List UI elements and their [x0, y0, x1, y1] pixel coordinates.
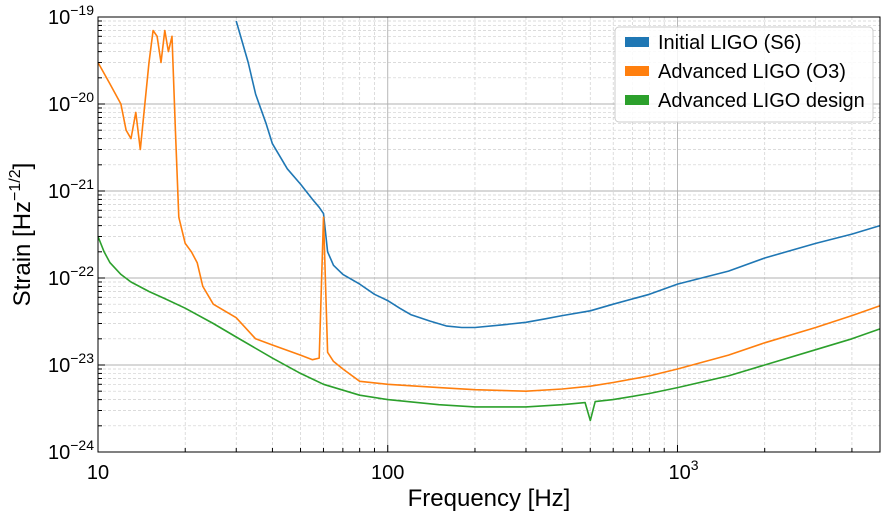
series-line-advanced-ligo-o3 — [97, 29, 881, 393]
tick-marks — [97, 16, 881, 453]
legend: Initial LIGO (S6) Advanced LIGO (O3) Adv… — [614, 26, 874, 123]
series-line-advanced-ligo-design — [97, 236, 881, 422]
x-tick-labels: 10 100 103 — [87, 457, 699, 484]
y-tick-label-1e-20: 10−20 — [48, 89, 94, 116]
x-tick-label-100: 100 — [371, 462, 404, 484]
y-tick-labels: 10−24 10−23 10−22 10−21 10−20 10−19 — [48, 2, 94, 464]
y-axis-title: Strain [Hz−1/2] — [7, 163, 36, 307]
minor-gridlines — [98, 17, 881, 452]
x-axis-title: Frequency [Hz] — [408, 485, 571, 512]
x-tick-label-1000: 103 — [668, 457, 698, 484]
y-tick-label-1e-22: 10−22 — [48, 263, 94, 290]
legend-box — [614, 26, 874, 123]
series-line-initial-ligo-s6 — [235, 20, 881, 329]
legend-label-advanced-ligo-o3: Advanced LIGO (O3) — [658, 61, 846, 83]
y-tick-label-1e-21: 10−21 — [48, 176, 94, 203]
legend-label-advanced-ligo-design: Advanced LIGO design — [658, 90, 865, 112]
series-layer — [97, 20, 881, 422]
legend-swatch-advanced-ligo-o3 — [625, 66, 649, 76]
x-tick-label-10: 10 — [87, 462, 109, 484]
y-tick-label-1e-19: 10−19 — [48, 2, 94, 29]
legend-swatch-advanced-ligo-design — [625, 95, 649, 105]
legend-swatch-initial-ligo — [625, 37, 649, 47]
plot-frame — [97, 16, 881, 453]
y-tick-label-1e-24: 10−24 — [48, 437, 94, 464]
y-tick-label-1e-23: 10−23 — [48, 350, 94, 377]
legend-label-initial-ligo: Initial LIGO (S6) — [658, 32, 801, 54]
